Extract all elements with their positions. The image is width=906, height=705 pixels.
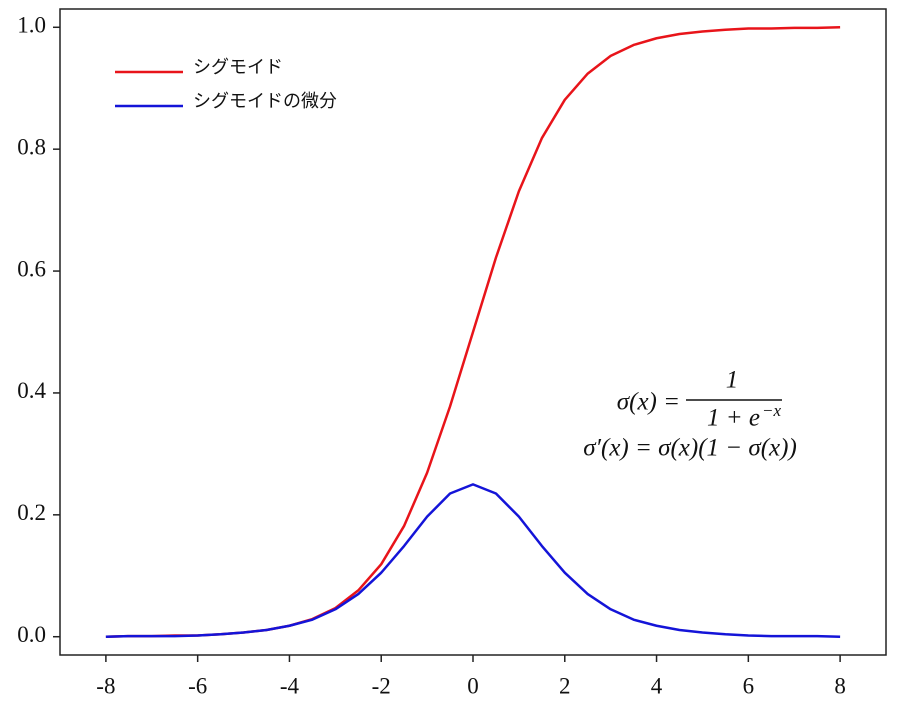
formula: σ′(x) = σ(x)(1 − σ(x)) xyxy=(583,435,797,462)
x-tick-label: 2 xyxy=(559,673,571,698)
x-tick-label: -4 xyxy=(280,673,300,698)
series-line xyxy=(105,26,841,638)
x-tick-label: -6 xyxy=(188,673,207,698)
y-tick-label: 0.6 xyxy=(17,256,46,281)
x-tick-label: 4 xyxy=(651,673,663,698)
y-tick-label: 0.4 xyxy=(17,378,46,403)
x-tick-label: -2 xyxy=(372,673,391,698)
formula: 1 + e xyxy=(707,405,760,432)
y-tick-label: 0.8 xyxy=(17,134,46,159)
x-tick-label: -8 xyxy=(96,673,115,698)
y-tick-label: 1.0 xyxy=(17,13,46,38)
y-tick-label: 0.0 xyxy=(17,622,46,647)
formula: −x xyxy=(762,401,781,420)
x-tick-label: 8 xyxy=(834,673,846,698)
legend-label: シグモイド xyxy=(193,57,283,78)
formula: σ(x) = xyxy=(617,389,680,416)
series-line xyxy=(105,483,841,638)
x-tick-label: 0 xyxy=(467,673,479,698)
y-tick-label: 0.2 xyxy=(17,500,46,525)
x-tick-label: 6 xyxy=(743,673,755,698)
formula: 1 xyxy=(726,367,739,394)
legend-label: シグモイドの微分 xyxy=(193,91,337,112)
